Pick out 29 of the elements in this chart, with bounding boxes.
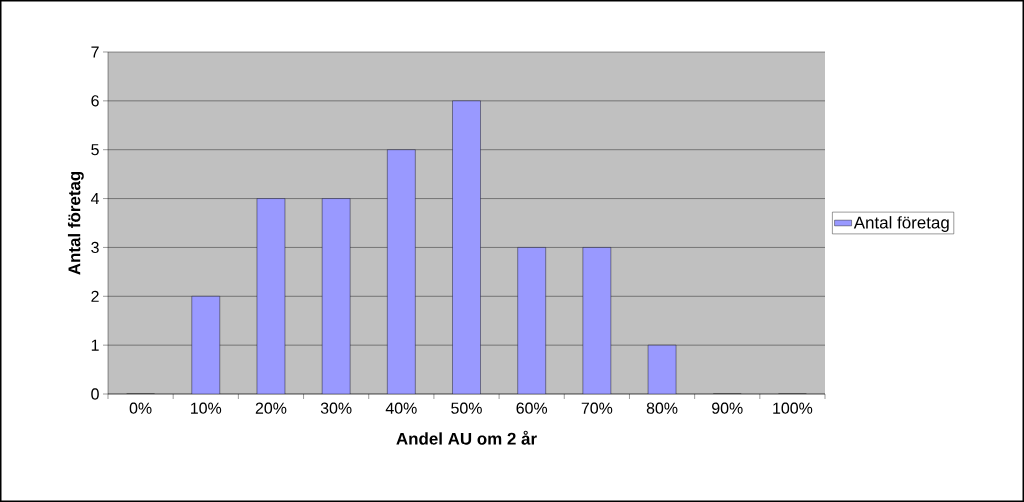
bar: [452, 100, 481, 394]
x-tick-label: 90%: [712, 402, 743, 414]
bar: [582, 247, 612, 394]
x-tick-label: 60%: [516, 402, 548, 414]
x-tick-label: 100%: [773, 402, 813, 414]
legend-label: Antal företag: [853, 216, 949, 232]
x-axis-title: Andel AU om 2 år: [396, 430, 537, 445]
bar: [256, 198, 286, 394]
x-tick-label: 0%: [129, 402, 152, 414]
y-tick-label: 2: [91, 290, 99, 302]
y-tick-label: 0: [91, 388, 99, 400]
x-tick-label: 70%: [581, 402, 613, 414]
x-tick-label: 20%: [255, 402, 287, 414]
y-tick-label: 7: [91, 46, 99, 58]
x-tick-label: 80%: [646, 402, 678, 414]
x-tick-label: 50%: [451, 402, 482, 414]
bar: [387, 149, 416, 394]
bar: [517, 247, 546, 394]
bar: [321, 198, 351, 394]
y-tick-label: 5: [91, 144, 99, 156]
x-tick-label: 10%: [191, 402, 222, 414]
y-tick-label: 6: [91, 95, 99, 107]
y-tick-label: 1: [91, 339, 99, 351]
x-tick-label: 40%: [385, 402, 417, 414]
y-tick-label: 4: [90, 193, 100, 205]
y-tick-label: 3: [91, 241, 99, 254]
bar: [191, 296, 220, 394]
x-tick-label: 30%: [320, 402, 352, 414]
y-axis-title: Antal företag: [67, 171, 84, 275]
